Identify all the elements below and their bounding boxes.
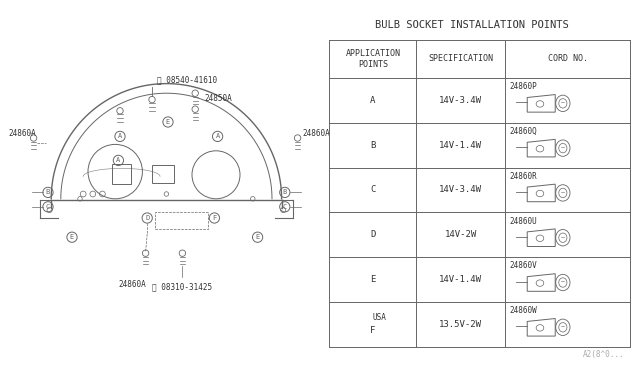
Text: F: F (212, 215, 216, 221)
Text: 14V-2W: 14V-2W (444, 230, 477, 239)
Text: 13.5V-2W: 13.5V-2W (439, 320, 482, 329)
Text: A: A (216, 134, 220, 140)
Text: B: B (46, 189, 50, 195)
Text: APPLICATION
POINTS: APPLICATION POINTS (346, 49, 401, 69)
Text: 24860A: 24860A (119, 280, 147, 289)
Text: 24860R: 24860R (509, 172, 537, 181)
Text: 24860P: 24860P (509, 82, 537, 91)
Text: Ⓢ 08540-41610: Ⓢ 08540-41610 (157, 76, 217, 84)
Text: D: D (370, 230, 376, 239)
Text: 24860U: 24860U (509, 217, 537, 226)
Text: 14V-3.4W: 14V-3.4W (439, 96, 482, 105)
Text: C: C (46, 204, 50, 210)
Text: 24860A: 24860A (302, 129, 330, 138)
Text: D: D (145, 215, 149, 221)
Text: 24860W: 24860W (509, 306, 537, 315)
Text: C: C (370, 186, 376, 195)
Text: A: A (370, 96, 376, 105)
Text: E: E (70, 234, 74, 240)
Text: B: B (283, 189, 287, 195)
Text: 24850A: 24850A (205, 94, 232, 103)
Text: 14V-3.4W: 14V-3.4W (439, 186, 482, 195)
Text: A: A (118, 134, 122, 140)
Text: 24860Q: 24860Q (509, 127, 537, 136)
Text: BULB SOCKET INSTALLATION POINTS: BULB SOCKET INSTALLATION POINTS (375, 20, 569, 30)
Text: E: E (166, 119, 170, 125)
Text: A2(8^0...: A2(8^0... (582, 350, 624, 359)
Text: USA: USA (373, 313, 387, 323)
Text: 14V-1.4W: 14V-1.4W (439, 275, 482, 284)
Text: 24860A: 24860A (8, 129, 36, 138)
Text: SPECIFICATION: SPECIFICATION (428, 54, 493, 63)
Text: Ⓢ 08310-31425: Ⓢ 08310-31425 (152, 282, 212, 291)
Text: E: E (255, 234, 260, 240)
Text: 24860V: 24860V (509, 262, 537, 270)
Text: E: E (370, 275, 376, 284)
Text: 14V-1.4W: 14V-1.4W (439, 141, 482, 150)
Text: F: F (370, 326, 376, 335)
Text: A: A (116, 157, 120, 163)
Text: B: B (370, 141, 376, 150)
Text: C: C (283, 204, 287, 210)
Text: CORD NO.: CORD NO. (548, 54, 588, 63)
